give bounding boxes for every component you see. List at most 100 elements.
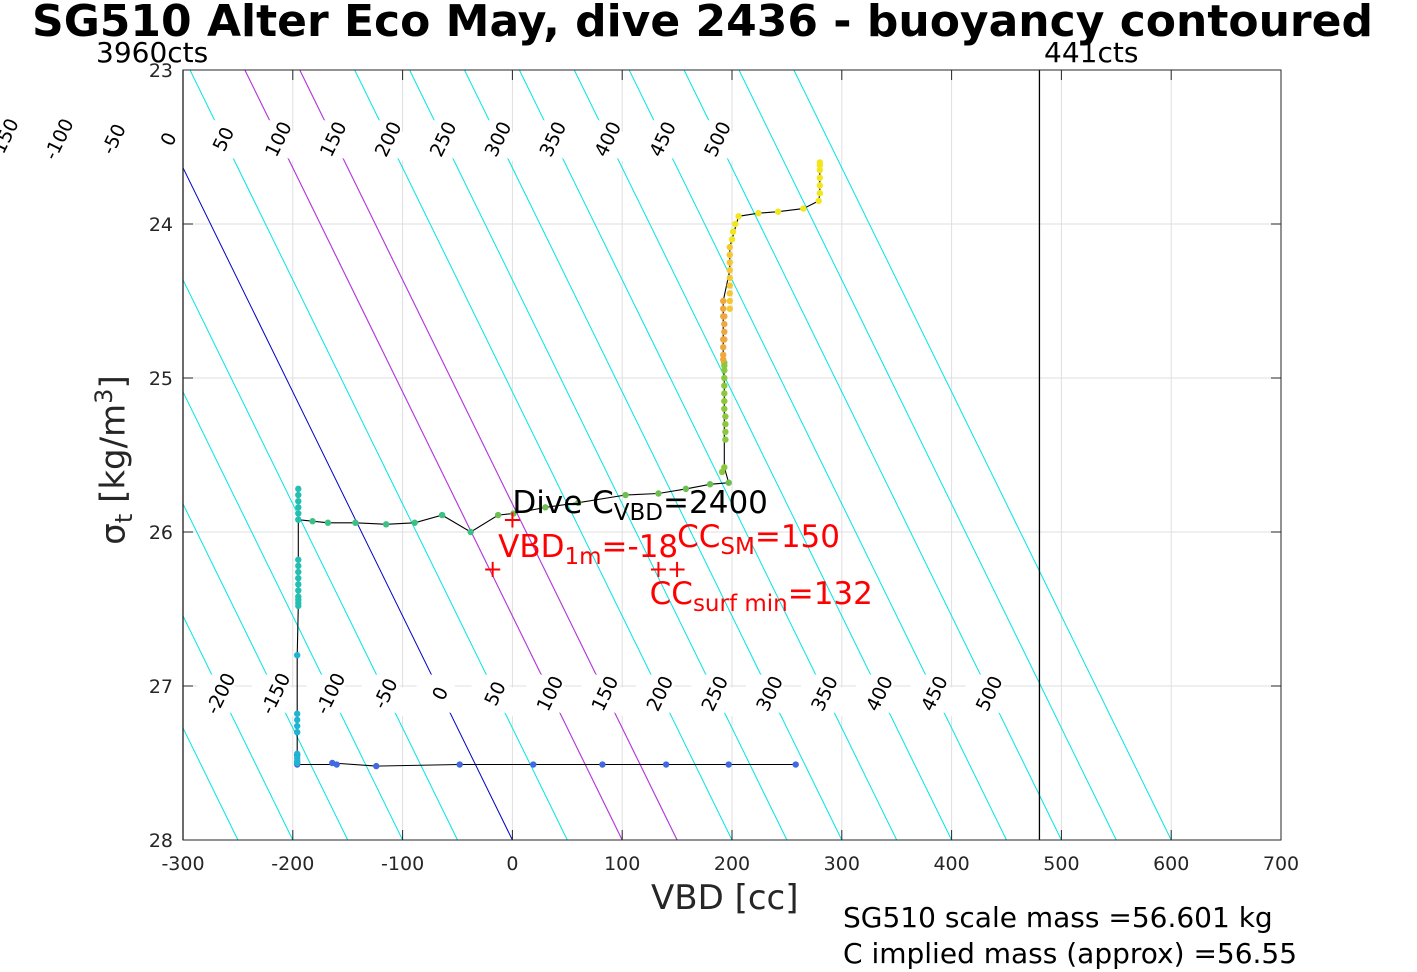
data-point bbox=[293, 716, 301, 724]
data-point bbox=[456, 761, 463, 768]
x-tick-label: -100 bbox=[381, 853, 424, 875]
y-tick-label: 24 bbox=[149, 214, 173, 236]
chart-annotation: CCSM=150 bbox=[677, 518, 840, 560]
contour-label-background bbox=[85, 116, 143, 162]
contour-label-background bbox=[195, 116, 253, 162]
data-point bbox=[720, 356, 727, 363]
data-point bbox=[816, 174, 824, 181]
data-point bbox=[726, 267, 734, 274]
data-point bbox=[721, 367, 728, 374]
data-point bbox=[726, 297, 734, 305]
data-point bbox=[732, 220, 739, 228]
contour-line bbox=[183, 390, 404, 840]
y-tick-label: 25 bbox=[149, 368, 173, 390]
data-point bbox=[467, 528, 474, 536]
data-point bbox=[324, 519, 332, 526]
data-point bbox=[494, 511, 502, 519]
chart-annotation: Dive CVBD=2400 bbox=[512, 484, 768, 526]
data-point bbox=[726, 282, 734, 289]
contour-label-background bbox=[741, 671, 799, 717]
contour-line bbox=[183, 614, 294, 840]
data-point bbox=[295, 581, 302, 588]
contour-label-background bbox=[689, 116, 747, 162]
data-point bbox=[729, 228, 737, 235]
data-point bbox=[722, 413, 729, 420]
contour-label-background bbox=[961, 671, 1018, 717]
contour-label-background bbox=[580, 116, 637, 162]
vbd-max-count-label: 441cts bbox=[1044, 36, 1139, 69]
data-point bbox=[293, 759, 301, 767]
contour-line bbox=[573, 70, 953, 840]
data-point bbox=[755, 210, 762, 217]
data-point bbox=[293, 652, 301, 659]
buoyancy-chart: -400-350-300-250-200-150-100-50050100150… bbox=[0, 60, 1299, 875]
data-point bbox=[792, 761, 799, 768]
y-axis-label: σt [kg/m3] bbox=[89, 375, 139, 545]
footer-implied-mass: C implied mass (approx) =56.55 bbox=[843, 937, 1298, 970]
y-tick-label: 23 bbox=[149, 60, 173, 82]
data-point bbox=[411, 519, 418, 526]
contour-line bbox=[793, 70, 1172, 840]
data-point bbox=[720, 344, 727, 351]
contour-line bbox=[299, 70, 678, 840]
data-point bbox=[720, 297, 727, 305]
x-tick-label: 300 bbox=[824, 853, 860, 875]
contour-label-background bbox=[247, 671, 305, 717]
contour-line bbox=[409, 70, 788, 840]
data-point bbox=[721, 320, 728, 328]
contour-label-background bbox=[31, 116, 88, 162]
data-point bbox=[721, 382, 728, 389]
data-point bbox=[295, 491, 302, 499]
data-point bbox=[816, 166, 824, 174]
data-point bbox=[706, 481, 714, 488]
data-point bbox=[622, 491, 629, 499]
data-point bbox=[438, 511, 446, 519]
data-point bbox=[329, 759, 336, 767]
data-point bbox=[722, 436, 729, 443]
contour-line bbox=[0, 70, 73, 840]
chart-annotation: VBD1m=-18 bbox=[498, 529, 679, 571]
contour-label-background bbox=[522, 671, 579, 717]
chart-annotation: CCsurf min=132 bbox=[649, 575, 873, 617]
x-tick-label: 700 bbox=[1263, 853, 1299, 875]
data-point bbox=[293, 722, 301, 730]
y-tick-label: 28 bbox=[149, 830, 173, 852]
plus-marker: + bbox=[483, 555, 503, 583]
data-point bbox=[655, 490, 662, 497]
footer-scale-mass: SG510 scale mass =56.601 kg bbox=[843, 901, 1273, 934]
data-point bbox=[721, 374, 728, 382]
contour-label-background bbox=[634, 116, 692, 162]
data-point bbox=[295, 516, 302, 523]
data-point bbox=[530, 761, 537, 768]
data-point bbox=[295, 587, 302, 594]
data-point bbox=[721, 328, 728, 335]
contour-line bbox=[189, 70, 568, 840]
vbd-min-count-label: 3960cts bbox=[96, 36, 209, 69]
data-point bbox=[510, 510, 517, 517]
contour-label-background bbox=[906, 671, 963, 717]
contour-label-background bbox=[302, 671, 360, 717]
data-point bbox=[722, 428, 729, 436]
data-point bbox=[599, 761, 606, 768]
contour-label-background bbox=[525, 116, 582, 162]
x-tick-label: 500 bbox=[1043, 853, 1079, 875]
data-point bbox=[726, 290, 734, 297]
data-point bbox=[293, 750, 301, 757]
data-point bbox=[373, 762, 380, 770]
data-point bbox=[735, 213, 742, 220]
data-point bbox=[721, 405, 728, 412]
data-point bbox=[295, 556, 302, 563]
plus-marker: + bbox=[648, 555, 668, 583]
data-point bbox=[295, 562, 302, 570]
data-point bbox=[726, 259, 734, 266]
data-point bbox=[728, 236, 736, 243]
data-point bbox=[352, 519, 359, 526]
x-axis-label: VBD [cc] bbox=[651, 878, 799, 918]
data-point bbox=[295, 504, 302, 511]
contour-label-background bbox=[632, 671, 689, 717]
data-point bbox=[309, 518, 316, 525]
contour-line bbox=[183, 166, 513, 840]
contour-label-background bbox=[467, 671, 524, 717]
contour-label-background bbox=[357, 671, 414, 717]
contour-label-background bbox=[360, 116, 417, 162]
